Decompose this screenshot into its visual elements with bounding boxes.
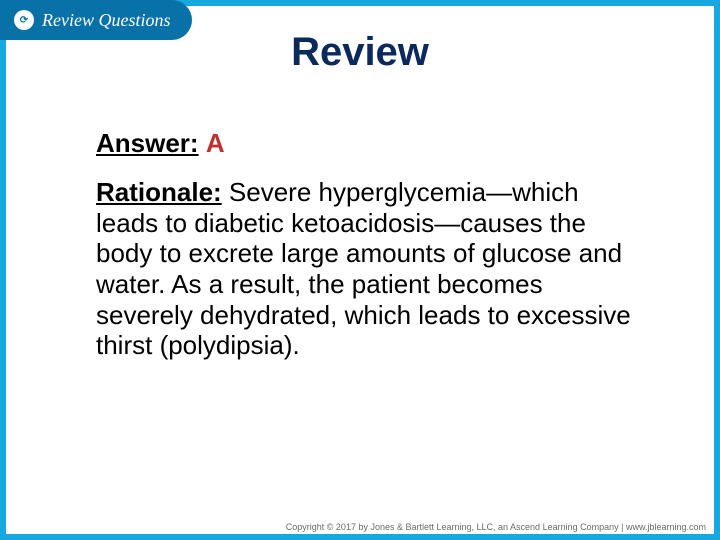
answer-value: A [206, 128, 225, 158]
copyright-text: Copyright © 2017 by Jones & Bartlett Lea… [286, 522, 706, 532]
rationale-label: Rationale: [96, 177, 222, 207]
refresh-icon: ⟳ [14, 10, 34, 30]
content-area: Answer: A Rationale: Severe hyperglycemi… [96, 128, 640, 361]
answer-line: Answer: A [96, 128, 640, 159]
tab-label: Review Questions [42, 10, 170, 31]
rationale-block: Rationale: Severe hyperglycemia—which le… [96, 177, 640, 361]
answer-label: Answer: [96, 128, 199, 158]
slide-title: Review [0, 30, 720, 75]
slide: ⟳ Review Questions Review Answer: A Rati… [0, 0, 720, 540]
